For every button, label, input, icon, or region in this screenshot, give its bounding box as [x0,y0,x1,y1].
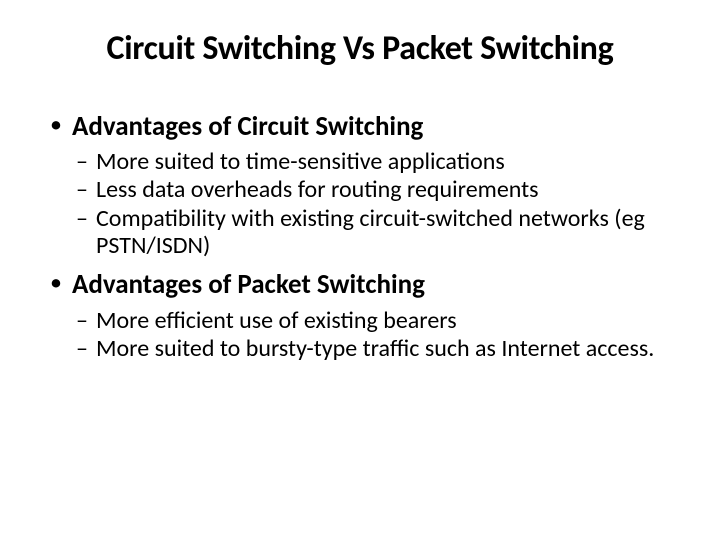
sub-bullet-item: More suited to bursty-type traffic such … [72,335,672,362]
bullet-label: Advantages of Packet Switching [72,269,672,300]
sub-bullet-item: More suited to time-sensitive applicatio… [72,148,672,175]
bullet-label: Advantages of Circuit Switching [72,111,672,142]
bullet-item: Advantages of Packet Switching More effi… [48,269,672,362]
sub-bullet-list: More efficient use of existing bearers M… [72,307,672,363]
sub-bullet-item: Compatibility with existing circuit-swit… [72,205,672,260]
bullet-item: Advantages of Circuit Switching More sui… [48,111,672,259]
sub-bullet-item: Less data overheads for routing requirem… [72,176,672,203]
sub-bullet-list: More suited to time-sensitive applicatio… [72,148,672,259]
bullet-list: Advantages of Circuit Switching More sui… [48,111,672,362]
slide-title: Circuit Switching Vs Packet Switching [48,28,672,69]
sub-bullet-item: More efficient use of existing bearers [72,307,672,334]
